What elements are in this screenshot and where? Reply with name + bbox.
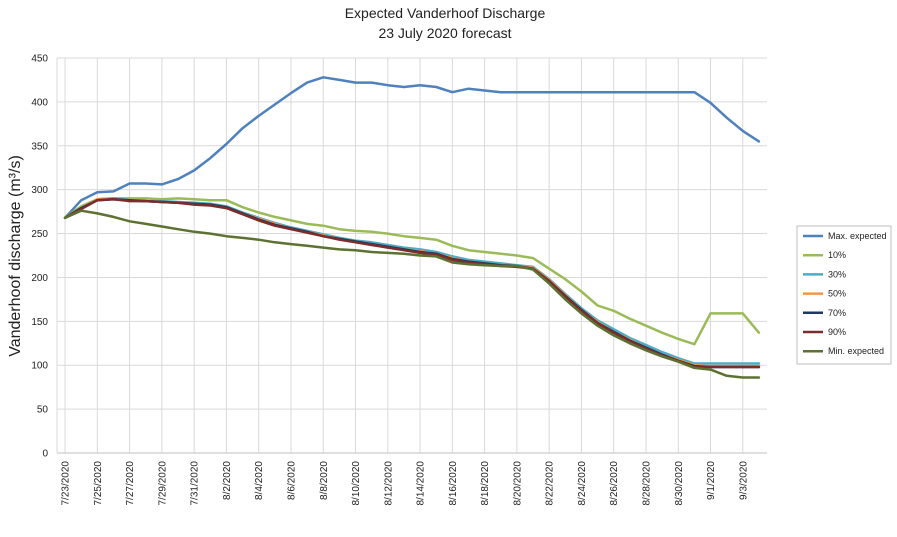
y-axis-label: Vanderhoof discharge (m³/s) — [7, 155, 24, 357]
x-tick-label: 8/24/2020 — [577, 461, 588, 506]
axes: 0 50 100 150 200 250 300 350 400 450 7/23/2020 7/25… — [31, 54, 767, 506]
x-tick-label: 7/23/2020 — [61, 461, 72, 506]
series-line-6 — [63, 209, 761, 379]
legend-label: 70% — [828, 308, 846, 318]
y-tick-label: 350 — [31, 141, 48, 152]
series-line-2 — [63, 197, 761, 365]
series-line-1 — [63, 197, 761, 346]
series-line-4 — [63, 198, 761, 369]
y-tick-label: 400 — [31, 97, 48, 108]
legend-label: 90% — [828, 327, 846, 337]
chart-title: Expected Vanderhoof Discharge — [345, 5, 546, 21]
chart-subtitle: 23 July 2020 forecast — [378, 25, 511, 41]
y-tick-label: 300 — [31, 185, 48, 196]
x-tick-label: 8/4/2020 — [254, 461, 265, 500]
series-line-3 — [63, 198, 761, 368]
x-tick-label: 8/22/2020 — [545, 461, 556, 506]
y-tick-label: 450 — [31, 54, 48, 65]
x-tick-label: 9/1/2020 — [706, 461, 717, 500]
x-tick-label: 8/18/2020 — [480, 461, 491, 506]
legend-label: 10% — [828, 250, 846, 260]
y-tick-label: 150 — [31, 317, 48, 328]
x-tick-label: 8/28/2020 — [641, 461, 652, 506]
x-tick-label: 7/29/2020 — [157, 461, 168, 506]
legend-label: 50% — [828, 289, 846, 299]
x-tick-label: 8/10/2020 — [351, 461, 362, 506]
x-tick-label: 8/6/2020 — [286, 461, 297, 500]
legend-label: 30% — [828, 269, 846, 279]
series-line-0 — [63, 76, 761, 220]
y-tick-label: 0 — [42, 449, 48, 460]
y-tick-label: 200 — [31, 273, 48, 284]
y-tick-label: 250 — [31, 229, 48, 240]
legend-label: Min. expected — [828, 346, 884, 356]
x-tick-label: 8/8/2020 — [319, 461, 330, 500]
x-tick-label: 8/30/2020 — [674, 461, 685, 506]
x-tick-label: 8/14/2020 — [416, 461, 427, 506]
x-tick-label: 7/25/2020 — [93, 461, 104, 506]
x-tick-label: 8/26/2020 — [609, 461, 620, 506]
y-tick-label: 50 — [37, 405, 49, 416]
legend: Max. expected 10% 30% 50% 70% 90% Min. expecte… — [796, 225, 892, 365]
x-tick-label: 8/16/2020 — [448, 461, 459, 506]
y-tick-label: 100 — [31, 361, 48, 372]
series-line-5 — [63, 198, 761, 369]
x-tick-label: 7/27/2020 — [125, 461, 136, 506]
x-tick-label: 8/20/2020 — [512, 461, 523, 506]
legend-label: Max. expected — [828, 231, 887, 241]
x-tick-label: 9/3/2020 — [738, 461, 749, 500]
legend-box — [796, 225, 892, 365]
x-tick-label: 8/12/2020 — [383, 461, 394, 506]
series-lines — [63, 76, 761, 379]
x-tick-label: 7/31/2020 — [190, 461, 201, 506]
x-tick-label: 8/2/2020 — [222, 461, 233, 500]
